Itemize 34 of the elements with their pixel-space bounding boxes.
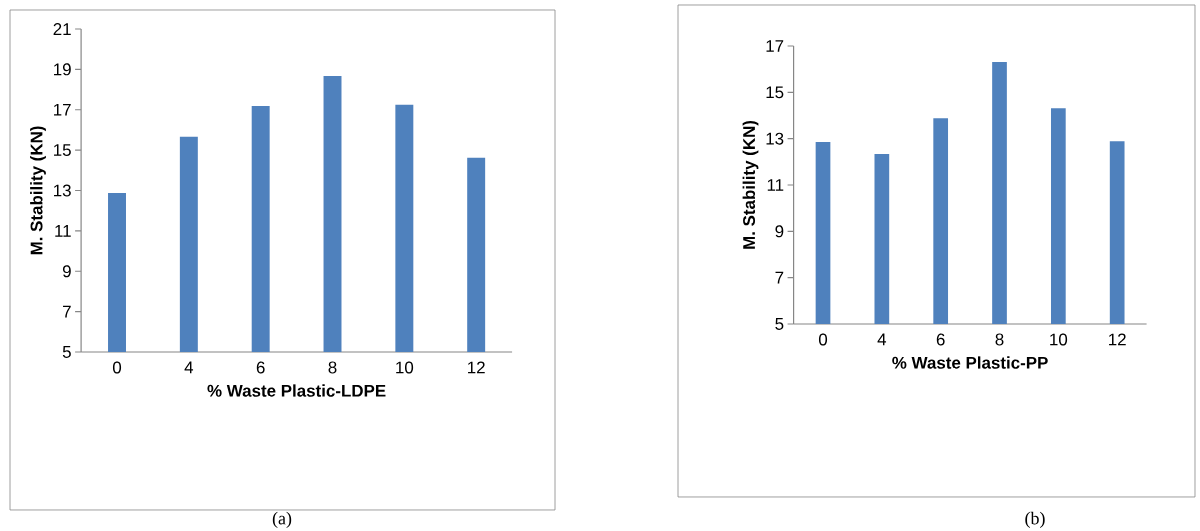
x-tick-label: 10 <box>1050 333 1068 346</box>
y-tick-label: 5 <box>62 346 71 358</box>
x-tick-label: 4 <box>877 333 887 346</box>
x-tick-label: 12 <box>1109 333 1126 346</box>
x-tick-label: 8 <box>328 361 337 374</box>
x-axis-title: % Waste Plastic-LDPE <box>207 384 386 397</box>
y-tick-label: 21 <box>53 23 71 35</box>
text: (b) <box>1025 511 1045 529</box>
y-tick-label: 17 <box>766 40 784 52</box>
y-tick-label: 17 <box>54 103 71 116</box>
y-tick-label: 19 <box>54 63 71 76</box>
y-axis-title: M. Stability (KN) <box>30 126 46 255</box>
y-tick-label: 15 <box>766 86 784 99</box>
y-tick-label: 7 <box>775 271 784 284</box>
y-tick-label: 13 <box>54 184 71 197</box>
x-tick-label: 6 <box>256 361 265 374</box>
x-tick-label: 10 <box>396 361 414 374</box>
x-tick-label: 12 <box>468 361 485 374</box>
y-tick-label: 5 <box>775 318 784 330</box>
x-axis-title: % Waste Plastic-PP <box>892 356 1048 369</box>
y-axis-title: M. Stability (KN) <box>742 120 759 249</box>
x-tick-label: 0 <box>818 333 828 346</box>
y-tick-label: 9 <box>62 265 71 278</box>
y-tick-label: 13 <box>766 132 784 145</box>
x-tick-label: 4 <box>184 361 194 374</box>
y-tick-label: 11 <box>767 179 784 191</box>
x-tick-label: 8 <box>995 333 1004 346</box>
x-tick-label: 6 <box>936 333 945 346</box>
text: (a) <box>272 511 292 529</box>
x-tick-label: 0 <box>112 361 122 374</box>
y-tick-label: 9 <box>775 225 784 238</box>
y-tick-label: 7 <box>63 305 71 318</box>
y-tick-label: 15 <box>54 144 71 157</box>
y-tick-label: 11 <box>55 225 71 237</box>
